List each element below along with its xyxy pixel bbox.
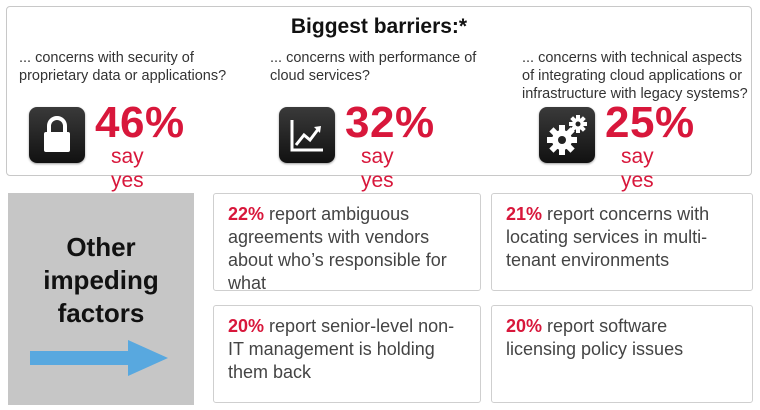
barrier-description: ... concerns with security of proprietar…	[19, 50, 227, 84]
barrier-security: ... concerns with security of proprietar…	[19, 49, 239, 85]
barrier-integration: ... concerns with technical aspects of i…	[522, 49, 750, 103]
barriers-title: Biggest barriers:*	[290, 15, 468, 38]
factor-text: report senior-level non-IT management is…	[228, 316, 455, 382]
lock-icon	[29, 107, 85, 163]
barrier-percent: 32%	[345, 98, 435, 147]
factor-card: 20% report senior-level non-IT managemen…	[213, 305, 481, 403]
barrier-description: ... concerns with performance of cloud s…	[270, 50, 477, 84]
factor-percent: 22%	[228, 204, 265, 224]
other-factors-title: Other impeding factors	[43, 232, 159, 328]
factor-card: 21% report concerns with locating servic…	[491, 193, 753, 291]
factor-card: 20% report software licensing policy iss…	[491, 305, 753, 403]
right-arrow-icon	[30, 340, 170, 381]
barrier-say-yes: say yes	[621, 145, 654, 192]
other-factors-panel: Other impeding factors	[8, 193, 194, 405]
barrier-say-yes: say yes	[361, 145, 394, 192]
factor-percent: 20%	[228, 316, 265, 336]
barrier-description: ... concerns with technical aspects of i…	[522, 50, 748, 102]
factor-percent: 21%	[506, 204, 543, 224]
barrier-percent: 25%	[605, 98, 695, 147]
barrier-say-yes: say yes	[111, 145, 144, 192]
factor-card: 22% report ambiguous agreements with ven…	[213, 193, 481, 293]
barrier-percent: 46%	[95, 98, 185, 147]
factor-text: report concerns with locating services i…	[506, 204, 710, 270]
factor-text: report ambiguous agreements with vendors…	[228, 204, 447, 293]
factor-text: report software licensing policy issues	[506, 316, 684, 359]
biggest-barriers-panel: Biggest barriers:* ... concerns with sec…	[6, 6, 752, 192]
factor-percent: 20%	[506, 316, 543, 336]
barrier-performance: ... concerns with performance of cloud s…	[270, 49, 500, 85]
trend-chart-icon	[279, 107, 335, 163]
gears-icon	[539, 107, 595, 163]
